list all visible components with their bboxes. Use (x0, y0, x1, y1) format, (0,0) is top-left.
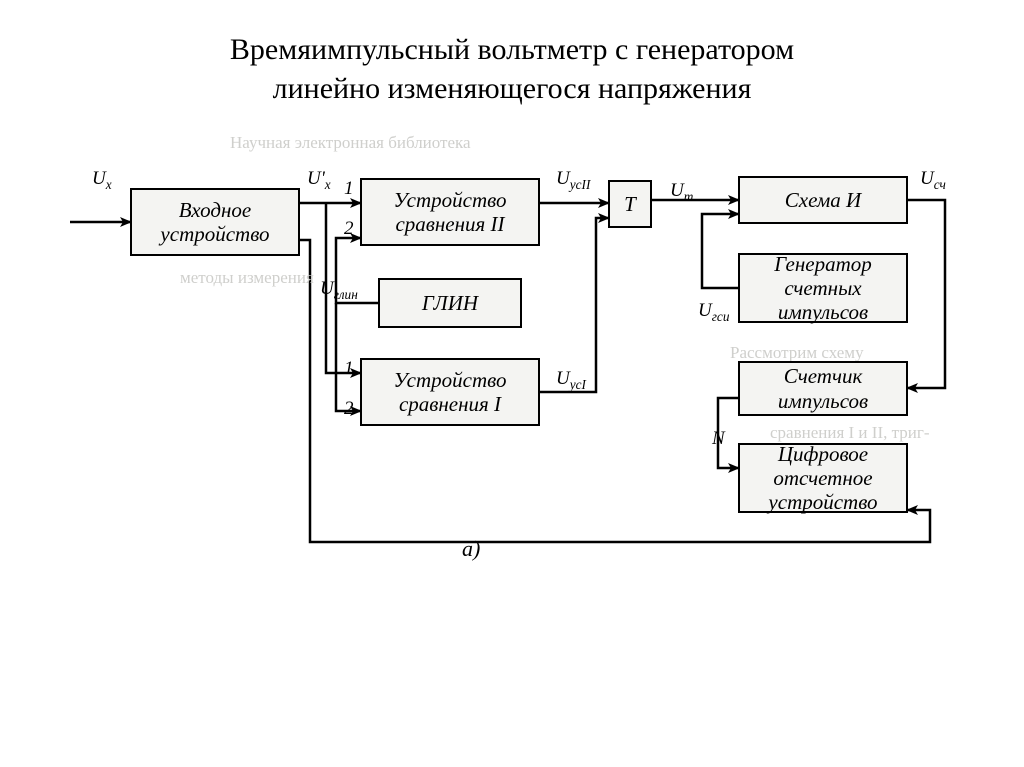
block-trig: Т (608, 180, 652, 228)
block-display: Цифровоеотсчетноеустройство (738, 443, 908, 513)
block-input: Входноеустройство (130, 188, 300, 256)
block-gen: Генераторсчетныхимпульсов (738, 253, 908, 323)
title-line1: Времяимпульсный вольтметр с генератором (230, 33, 794, 66)
edge (702, 214, 738, 288)
signal-N: N (712, 428, 725, 450)
page-title: Времяимпульсный вольтметр с генератором … (0, 0, 1024, 118)
edge (336, 303, 360, 411)
block-cmp2: Устройствосравнения II (360, 178, 540, 246)
title-line2: линейно изменяющегося напряжения (273, 72, 752, 105)
signal-Ux: Ux (92, 168, 112, 193)
block-counter: Счетчикимпульсов (738, 361, 908, 416)
signal-Ugsi: Uгси (698, 300, 729, 325)
block-cmp1: Устройствосравнения I (360, 358, 540, 426)
signal-n2a: 2 (344, 218, 354, 240)
block-glin: ГЛИН (378, 278, 522, 328)
signal-Uglin: Uглин (320, 278, 358, 303)
signal-Ut: Uт (670, 180, 693, 205)
signal-n1a: 1 (344, 178, 354, 200)
signal-Uxp: U'x (307, 168, 331, 193)
edge (908, 200, 945, 388)
signal-Uus2: UусII (556, 168, 590, 193)
edge (540, 218, 608, 392)
block-diagram: а) Научная электронная библиотекаметоды … (0, 118, 1024, 678)
signal-n2b: 2 (344, 398, 354, 420)
signal-Usch: Uсч (920, 168, 946, 193)
signal-Uus1: UусI (556, 368, 586, 393)
subfigure-label: а) (462, 536, 480, 562)
block-schI: Схема И (738, 176, 908, 224)
signal-n1b: 1 (344, 358, 354, 380)
